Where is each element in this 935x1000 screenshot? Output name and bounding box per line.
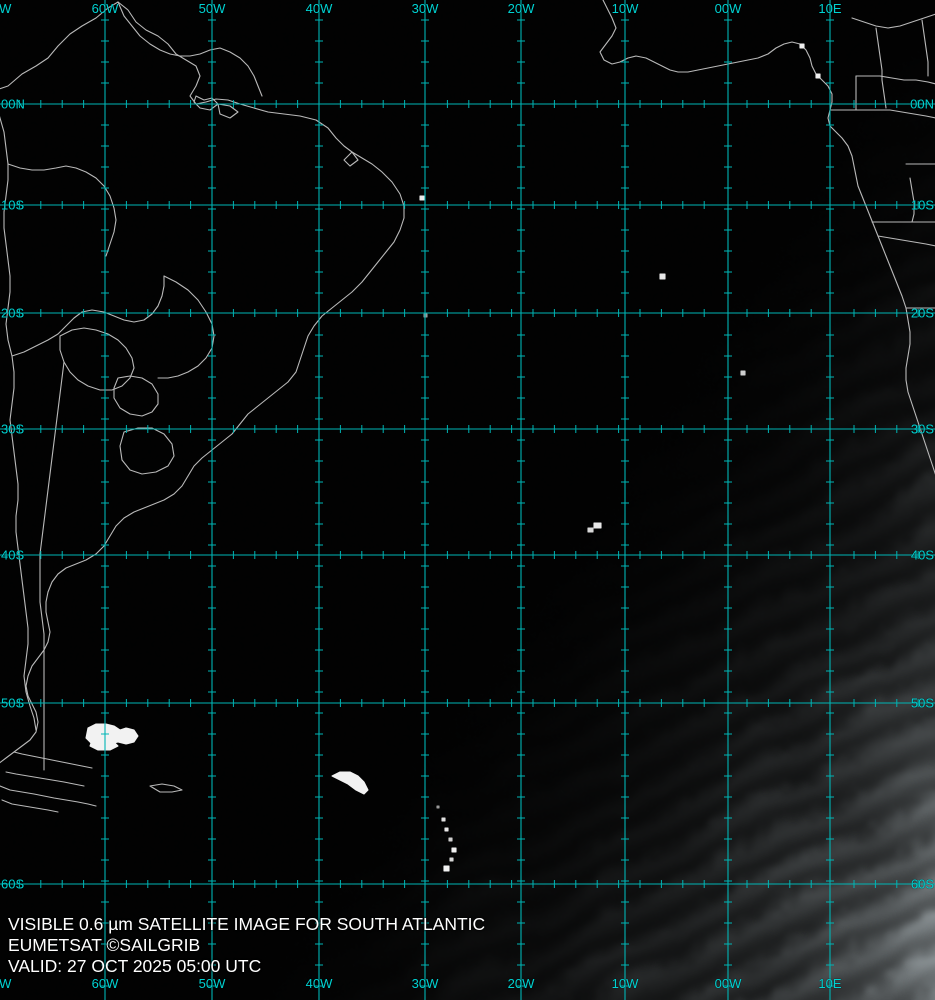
lat-label-right-40s: 40S <box>910 547 934 563</box>
caption-line-title: VISIBLE 0.6 µm SATELLITE IMAGE FOR SOUTH… <box>8 914 486 934</box>
lat-label-right-30s: 30S <box>910 421 934 437</box>
lat-label-right-00n: 00N <box>910 96 934 112</box>
lon-label-bottom-10e: 10E <box>818 976 842 991</box>
lon-label-top-10w: 10W <box>611 1 639 16</box>
lat-label-left-30s: 30S <box>1 421 25 437</box>
lat-label-right-50s: 50S <box>910 695 934 711</box>
lat-label-right-10s: 10S <box>910 197 934 213</box>
lon-label-bottom-30w: 30W <box>411 976 439 991</box>
lat-label-right-20s: 20S <box>910 305 934 321</box>
lon-label-bottom-20w: 20W <box>507 976 535 991</box>
caption-line-valid: VALID: 27 OCT 2025 05:00 UTC <box>8 956 262 976</box>
image-caption: VISIBLE 0.6 µm SATELLITE IMAGE FOR SOUTH… <box>8 914 485 977</box>
lon-label-top-50w: 50W <box>198 1 226 16</box>
lon-label-bottom-40w: 40W <box>305 976 333 991</box>
coastline-layer <box>0 0 935 872</box>
lon-label-top-10e: 10E <box>818 1 842 16</box>
lon-label-top-20w: 20W <box>507 1 535 16</box>
lon-label-top-60w: 60W <box>91 1 119 16</box>
lon-label-bottom-50w: 50W <box>198 976 226 991</box>
lat-label-left-40s: 40S <box>1 547 25 563</box>
lon-label-top-70w: 70W <box>0 1 12 16</box>
lon-label-bottom-00w: 00W <box>714 976 742 991</box>
lat-label-left-20s: 20S <box>1 305 25 321</box>
lon-label-top-30w: 30W <box>411 1 439 16</box>
lat-label-left-00n: 00N <box>1 96 25 112</box>
lon-label-bottom-60w: 60W <box>91 976 119 991</box>
lon-label-top-00w: 00W <box>714 1 742 16</box>
lon-label-top-40w: 40W <box>305 1 333 16</box>
lat-label-left-50s: 50S <box>1 695 25 711</box>
lat-label-right-60s: 60S <box>910 876 934 892</box>
lon-label-bottom-70w: 70W <box>0 976 12 991</box>
lon-label-bottom-10w: 10W <box>611 976 639 991</box>
caption-line-source: EUMETSAT ©SAILGRIB <box>8 935 201 955</box>
lat-label-left-60s: 60S <box>1 876 25 892</box>
lat-label-left-10s: 10S <box>1 197 25 213</box>
